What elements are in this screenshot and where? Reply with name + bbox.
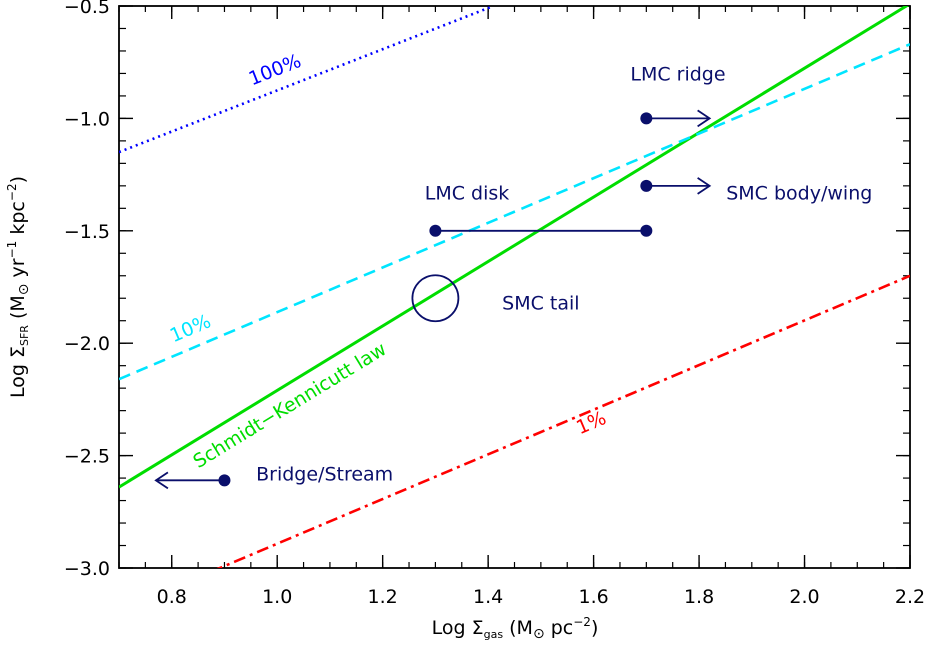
arrow-head-smc-body (697, 177, 712, 195)
x-tick-label: 1.0 (262, 586, 292, 608)
series-line-schmidt (119, 6, 910, 489)
series-label-schmidt: Schmidt−Kennicutt law (189, 338, 390, 473)
segment-start-lmc-disk (429, 224, 442, 237)
y-tick-label: −1.0 (64, 108, 110, 130)
point-label-bridge: Bridge/Stream (256, 464, 393, 486)
x-tick-labels: 0.8 1.0 1.2 1.4 1.6 1.8 2.0 2.2 (157, 586, 925, 608)
x-tick-label: 0.8 (157, 586, 187, 608)
y-tick-label: −2.0 (64, 333, 110, 355)
y-tick-label: −3.0 (64, 558, 110, 580)
series-label-eff1: 1% (573, 407, 609, 439)
x-tick-label: 1.8 (684, 586, 714, 608)
series-line-eff10 (119, 43, 910, 381)
arrow-head-lmc-ridge (697, 109, 712, 128)
point-lmc-ridge (640, 112, 653, 125)
point-label-smc-body: SMC body/wing (726, 183, 872, 205)
x-axis-label: Log Σgas (M⊙ pc−2) (432, 615, 599, 642)
data-markers (154, 109, 712, 490)
y-tick-labels: −3.0 −2.5 −2.0 −1.5 −1.0 −0.5 (64, 0, 110, 580)
axis-ticks (118, 5, 911, 569)
y-tick-label: −2.5 (64, 446, 110, 468)
segment-label-lmc-disk: LMC disk (425, 183, 510, 205)
arrow-head-bridge (154, 471, 169, 490)
series-line-eff100 (119, 6, 494, 154)
x-tick-label: 2.2 (895, 586, 925, 608)
x-tick-label: 1.6 (578, 586, 608, 608)
y-axis-label: Log ΣSFR (M⊙ yr−1 kpc−2) (5, 176, 32, 398)
point-label-lmc-ridge: LMC ridge (630, 63, 725, 85)
series-lines (119, 6, 910, 568)
point-smc-body (640, 179, 653, 192)
y-tick-label: −0.5 (64, 0, 110, 18)
x-tick-label: 2.0 (789, 586, 819, 608)
circle-smc-tail (411, 274, 460, 323)
series-line-eff1 (216, 274, 910, 568)
plot-frame (118, 5, 911, 569)
y-tick-label: −1.5 (64, 221, 110, 243)
x-tick-label: 1.2 (368, 586, 398, 608)
circle-label-smc-tail: SMC tail (502, 293, 579, 315)
x-tick-label: 1.4 (473, 586, 503, 608)
point-bridge (218, 474, 231, 487)
series-label-eff100: 100% (246, 50, 305, 90)
segment-end-lmc-disk (640, 224, 653, 237)
